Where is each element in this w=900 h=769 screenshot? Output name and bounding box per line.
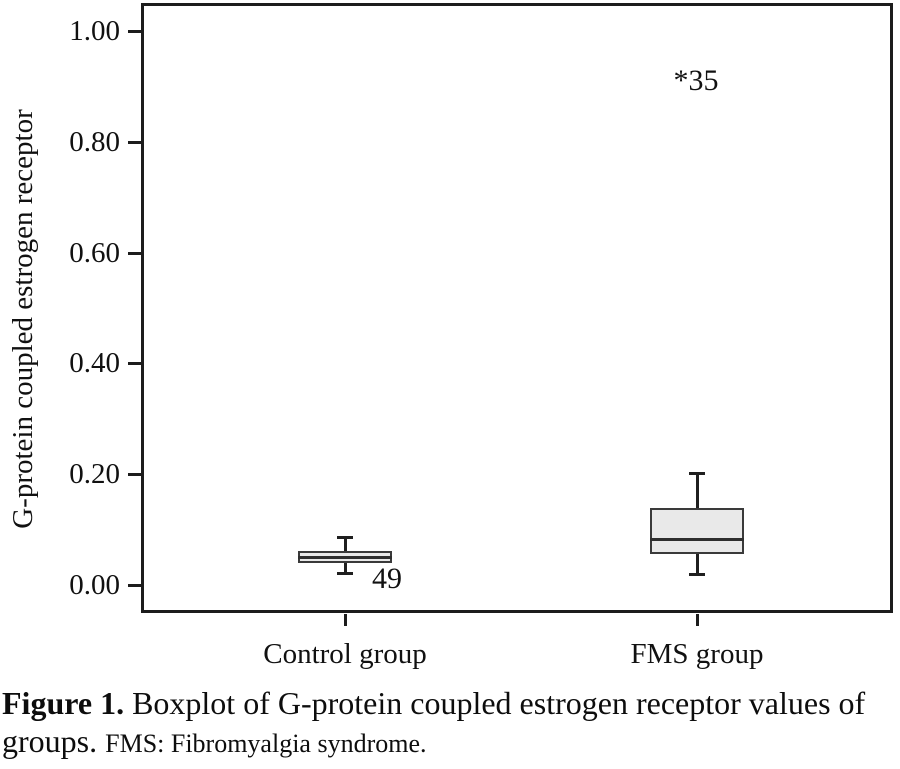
figure-label: Figure 1. xyxy=(2,685,125,721)
y-axis-tick-label: 0.00 xyxy=(69,569,120,601)
y-axis-tick-label: 1.00 xyxy=(69,15,120,47)
lower-whisker-line xyxy=(344,562,347,573)
case-annotation: 49 xyxy=(372,561,402,595)
y-axis-title: G-protein coupled estrogen receptor xyxy=(7,109,39,529)
y-axis-tick-label: 0.20 xyxy=(69,458,120,491)
y-axis-tick-label: 0.40 xyxy=(69,347,120,380)
figure-caption: Figure 1. Boxplot of G-protein coupled es… xyxy=(2,684,898,763)
lower-whisker-cap xyxy=(337,571,353,575)
y-axis-tick xyxy=(128,473,141,477)
y-axis-tick-label: 0.80 xyxy=(69,125,120,158)
case-annotation: *35 xyxy=(673,63,719,97)
x-axis-category-label: FMS group xyxy=(630,638,764,670)
y-axis-tick xyxy=(128,140,141,144)
y-axis-tick-label: 0.60 xyxy=(69,236,120,269)
lower-whisker-line xyxy=(696,553,699,574)
y-axis-tick xyxy=(128,30,141,33)
y-axis-tick xyxy=(128,362,141,366)
x-axis-category-label: Control group xyxy=(263,638,427,670)
caption-note: FMS: Fibromyalgia syndrome. xyxy=(105,729,427,758)
upper-whisker-cap xyxy=(337,535,353,539)
median-line xyxy=(298,556,392,560)
upper-whisker-line xyxy=(344,537,347,552)
lower-whisker-cap xyxy=(689,572,705,576)
caption-text: Boxplot of G-protein coupled estrogen re… xyxy=(2,685,866,759)
x-axis-tick xyxy=(344,614,347,626)
upper-whisker-line xyxy=(696,474,699,508)
plot-area xyxy=(141,3,893,613)
y-axis-tick xyxy=(128,251,141,255)
median-line xyxy=(650,538,744,542)
boxplot-chart: G-protein coupled estrogen receptor 0.00… xyxy=(7,3,893,670)
y-axis-tick xyxy=(128,584,141,587)
iqr-box xyxy=(650,507,744,554)
x-axis-tick xyxy=(696,614,699,626)
upper-whisker-cap xyxy=(689,472,705,476)
